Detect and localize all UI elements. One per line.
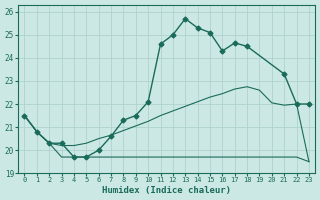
X-axis label: Humidex (Indice chaleur): Humidex (Indice chaleur) bbox=[102, 186, 231, 195]
